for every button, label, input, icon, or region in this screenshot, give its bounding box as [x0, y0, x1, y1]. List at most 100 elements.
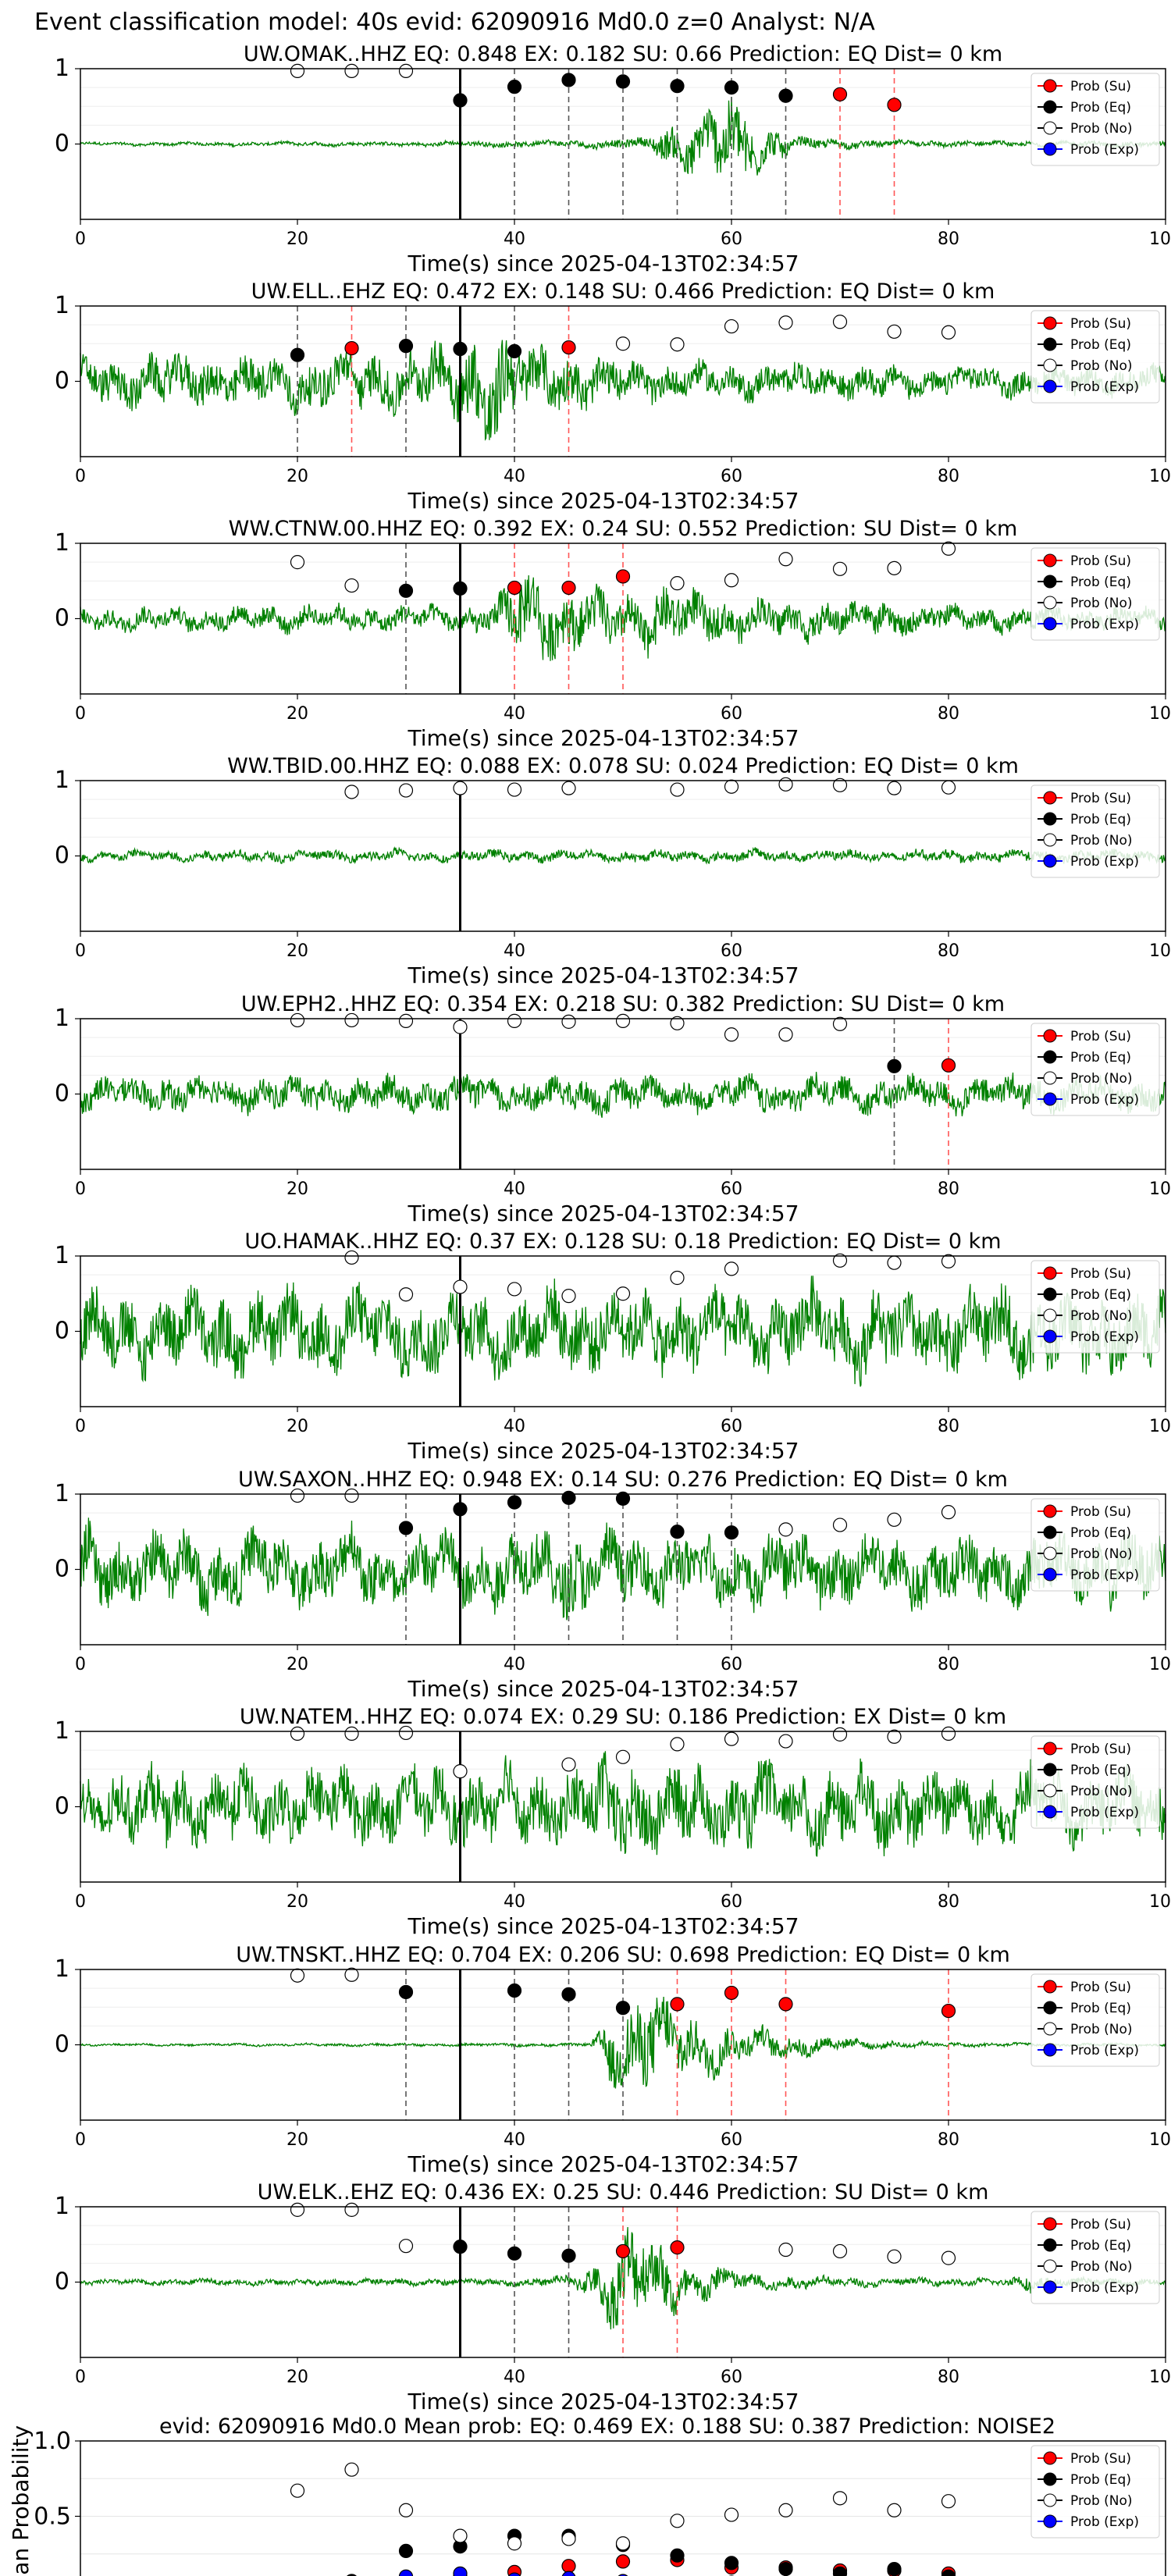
- legend-marker: [1043, 1071, 1057, 1085]
- prob-marker-no: [344, 785, 359, 799]
- legend-marker: [1043, 1329, 1057, 1343]
- x-tick-label: 60: [721, 2130, 742, 2150]
- x-tick-label: 60: [721, 1655, 742, 1674]
- prob-marker-su: [941, 1058, 956, 1073]
- x-tick-label: 40: [504, 467, 525, 486]
- prob-marker-eq: [615, 2001, 631, 2016]
- prob-marker-no: [344, 1250, 359, 1265]
- legend-label: Prob (Exp): [1070, 1805, 1139, 1820]
- x-axis-label: Time(s) since 2025-04-13T02:34:57: [407, 962, 799, 988]
- panel-4: WW.TBID.00.HHZ EQ: 0.088 EX: 0.078 SU: 0…: [55, 754, 1171, 988]
- mean-point-no: [887, 2503, 902, 2517]
- mean-point-no: [561, 2532, 576, 2546]
- prob-marker-no: [670, 782, 685, 797]
- prob-marker-no: [887, 1512, 902, 1527]
- x-tick-label: 20: [287, 1655, 308, 1674]
- y-tick-label: 1.0: [34, 2428, 71, 2455]
- prob-marker-no: [398, 783, 414, 798]
- y-tick-label: 1: [55, 1242, 69, 1269]
- legend-marker: [1043, 854, 1057, 868]
- legend-marker: [1043, 2217, 1057, 2231]
- legend-marker: [1043, 1287, 1057, 1301]
- x-tick-label: 0: [75, 2130, 86, 2150]
- panel-title: UW.ELK..EHZ EQ: 0.436 EX: 0.25 SU: 0.446…: [258, 2180, 989, 2204]
- legend-marker: [1043, 2259, 1057, 2273]
- panel-8: UW.NATEM..HHZ EQ: 0.074 EX: 0.29 SU: 0.1…: [55, 1705, 1171, 1939]
- x-tick-label: 80: [938, 1417, 959, 1436]
- prob-marker-eq: [670, 79, 685, 94]
- y-tick-label: 1: [55, 529, 69, 557]
- x-tick-label: 0: [75, 467, 86, 486]
- x-tick-label: 0: [75, 1655, 86, 1674]
- prob-marker-no: [290, 1726, 305, 1741]
- legend-label: Prob (Exp): [1070, 854, 1139, 870]
- prob-marker-no: [290, 2202, 305, 2217]
- mean-point-no: [724, 2507, 739, 2522]
- prob-marker-eq: [724, 80, 739, 95]
- legend-label: Prob (Exp): [1070, 379, 1139, 395]
- legend-marker: [1043, 1805, 1057, 1819]
- panel-title: UW.ELL..EHZ EQ: 0.472 EX: 0.148 SU: 0.46…: [251, 279, 995, 304]
- prob-marker-no: [670, 337, 685, 352]
- prob-marker-no: [290, 63, 305, 78]
- prob-marker-no: [724, 1261, 739, 1276]
- legend-label: Prob (No): [1070, 833, 1133, 849]
- y-tick-label: 0: [55, 1793, 69, 1820]
- y-tick-label: 0: [55, 842, 69, 870]
- panel-11: evid: 62090916 Md0.0 Mean prob: EQ: 0.46…: [8, 2414, 1166, 2576]
- x-tick-label: 0: [75, 941, 86, 961]
- legend-marker: [1043, 1525, 1057, 1539]
- mean-point-no: [941, 2494, 956, 2509]
- panel-title: evid: 62090916 Md0.0 Mean prob: EQ: 0.46…: [159, 2414, 1055, 2439]
- x-tick-label: 20: [287, 941, 308, 961]
- legend-marker: [1043, 1092, 1057, 1106]
- x-tick-label: 0: [75, 1417, 86, 1436]
- legend-marker: [1043, 1308, 1057, 1322]
- legend-marker: [1043, 1050, 1057, 1064]
- prob-marker-su: [615, 2243, 631, 2259]
- prob-marker-no: [398, 63, 414, 78]
- prob-marker-no: [832, 777, 848, 792]
- prob-marker-su: [615, 569, 631, 584]
- mean-point-exp: [398, 2569, 414, 2576]
- x-tick-label: 80: [938, 2130, 959, 2150]
- prob-marker-no: [941, 325, 956, 340]
- x-tick-label: 20: [287, 1892, 308, 1912]
- legend-marker: [1043, 2022, 1057, 2036]
- waveform-trace: [80, 846, 1166, 865]
- prob-marker-no: [398, 2239, 414, 2254]
- y-tick-label: 0: [55, 1318, 69, 1345]
- x-axis-label: Time(s) since 2025-04-13T02:34:57: [407, 2151, 799, 2177]
- prob-marker-no: [778, 1522, 793, 1537]
- legend-label: Prob (Eq): [1070, 2001, 1131, 2016]
- axes-frame: [80, 68, 1166, 220]
- mean-point-no: [398, 2503, 414, 2517]
- waveform-trace: [80, 1276, 1166, 1387]
- panel-5: UW.EPH2..HHZ EQ: 0.354 EX: 0.218 SU: 0.3…: [55, 992, 1171, 1226]
- prob-marker-no: [778, 552, 793, 567]
- prob-marker-no: [561, 1014, 576, 1029]
- axes-frame: [80, 2206, 1166, 2358]
- legend-label: Prob (No): [1070, 358, 1133, 374]
- legend-marker: [1043, 1546, 1057, 1560]
- x-tick-label: 80: [938, 1655, 959, 1674]
- panel-1: UW.OMAK..HHZ EQ: 0.848 EX: 0.182 SU: 0.6…: [55, 42, 1171, 276]
- prob-marker-eq: [290, 347, 305, 362]
- prob-marker-eq: [778, 88, 793, 103]
- axes-frame: [80, 543, 1166, 695]
- x-tick-label: 40: [504, 1179, 525, 1199]
- prob-marker-eq: [507, 80, 522, 94]
- mean-point-eq: [941, 2569, 956, 2576]
- legend-box: [1030, 785, 1160, 878]
- legend-label: Prob (Eq): [1070, 2472, 1131, 2488]
- x-tick-label: 20: [287, 1179, 308, 1199]
- x-tick-label: 60: [721, 1179, 742, 1199]
- legend-box: [1030, 1260, 1160, 1354]
- prob-marker-eq: [453, 341, 468, 357]
- prob-marker-no: [344, 1012, 359, 1028]
- mean-point-no: [832, 2491, 848, 2506]
- x-tick-label: 0: [75, 2368, 86, 2387]
- x-tick-label: 80: [938, 2368, 959, 2387]
- prob-marker-eq: [507, 2246, 522, 2261]
- x-tick-label: 60: [721, 941, 742, 961]
